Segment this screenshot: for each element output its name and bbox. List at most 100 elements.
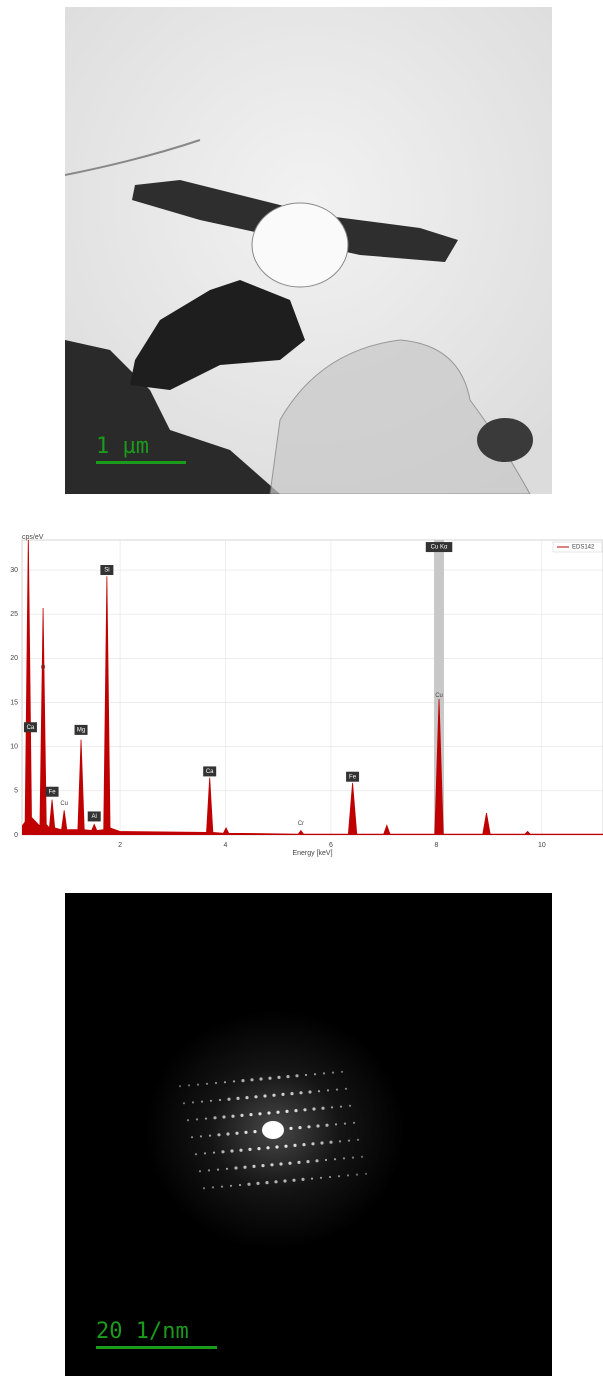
diffraction-spot [252,1164,256,1168]
diffraction-spot [218,1098,222,1102]
diffraction-spot [216,1168,220,1171]
diffraction-spot [313,1073,317,1076]
x-tick-label: 6 [329,842,333,849]
diffraction-spot [333,1158,337,1161]
diffraction-spot [286,1075,290,1079]
diffraction-spot [294,1109,298,1113]
peak-label-box [23,722,37,733]
diffraction-spot [208,1134,212,1137]
diffraction-spot [186,1119,190,1122]
peak-label: Ca [27,725,35,731]
diffraction-spot [342,1157,346,1160]
diffraction-spot [266,1146,270,1150]
diffraction-spot [196,1083,200,1086]
diffraction-spot [297,1160,301,1164]
tem-image: 1 µm [65,7,552,494]
peak-label: Fe [49,789,57,795]
diffraction-spot [344,1087,348,1090]
diffraction-spot [364,1172,368,1175]
diffraction-spot [257,1147,261,1151]
diffraction-spot [235,1131,239,1135]
diffraction-spot [250,1078,254,1082]
diffraction-spot [360,1155,364,1158]
diffraction-spot [320,1141,324,1145]
diffraction-spot [337,1175,341,1178]
diffraction-spot [348,1104,352,1107]
diffraction-spot [187,1084,191,1087]
diffraction-spot [277,1075,281,1079]
y-tick-label: 20 [10,655,18,662]
peak-label-box [45,786,59,797]
diffraction-spot [340,1070,344,1073]
eds-spectrum: 0 5 10 15 20 25 30 2 4 6 8 10 cps/eV Energy [keV] Ca O F… [10,534,603,857]
diffraction-spot [203,1152,207,1155]
diffraction-spot [322,1072,326,1075]
diffraction-spot [335,1088,339,1091]
diffraction-spot [285,1109,289,1113]
peak-label-box [425,542,453,553]
diffraction-spot [205,1082,209,1085]
plot-area [21,539,603,836]
diffraction-spot [274,1180,278,1184]
diffraction-spot [326,1089,330,1092]
y-tick-label: 15 [10,699,18,706]
diffraction-spot [303,1108,307,1112]
diffraction-spot [276,1110,280,1114]
diffraction-spot [324,1158,328,1162]
diffraction-spot [221,1150,225,1154]
peak-label: Mg [77,727,85,733]
x-tick-label: 4 [224,842,228,849]
diffraction-spot [267,1111,271,1115]
saed-image: 20 1/nm [65,893,552,1376]
diffraction-spot [289,1126,293,1130]
diffraction-spot [225,1167,229,1170]
diffraction-spot [338,1140,342,1143]
peak-label-box [87,811,101,822]
diffraction-spot [355,1173,359,1176]
plot [22,540,603,835]
peak-label: Ca [206,769,214,775]
diffraction-spot [248,1147,252,1151]
diffraction-spot [329,1140,333,1144]
diffraction-spot [249,1113,253,1117]
peak-label-box [100,565,114,576]
diffraction-spot [198,1170,202,1173]
peak-label: Cu [435,693,443,699]
diffraction-spot [256,1181,260,1185]
peak-label: O [41,665,46,671]
diffraction-spot [190,1136,194,1139]
y-tick-label: 25 [10,611,18,618]
peak-label: Cr [298,821,304,827]
diffraction-spot [212,1151,216,1154]
diffraction-spot [214,1081,218,1085]
legend-box [552,541,603,553]
diffraction-spot [202,1187,206,1190]
diffraction-spot [346,1174,350,1177]
diffraction-spot [334,1123,338,1126]
diffraction-spot [312,1107,316,1111]
diffraction-spot [207,1169,211,1172]
diffraction-spot [321,1106,325,1110]
diffraction-spot [352,1121,356,1124]
diffraction-spot [247,1182,251,1186]
diffraction-spot [347,1139,351,1142]
diffraction-spot [182,1102,186,1105]
diffraction-spot [261,1164,265,1168]
diffraction-spot [200,1100,204,1103]
diffraction-spot [302,1143,306,1147]
y-tick-label: 10 [10,744,18,751]
diffraction-spot [316,1124,320,1128]
peak-label: Cu Kα [431,545,448,551]
diffraction-spot [191,1101,195,1104]
diffraction-spot [330,1106,334,1109]
diffraction-spot [265,1181,269,1185]
diffraction-spot [315,1159,319,1163]
diffraction-spot [306,1160,310,1164]
diffraction-spot [328,1175,332,1179]
peak-label: Fe [349,774,357,780]
diffraction-spot [244,1130,248,1134]
line-highlight [434,540,445,835]
diffraction-spot [220,1185,224,1188]
diffraction-spot [254,1095,258,1099]
